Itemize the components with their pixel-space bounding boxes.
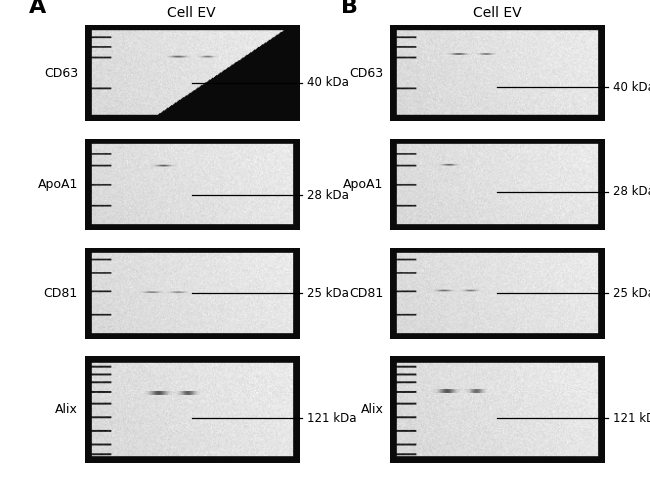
- Text: 28 kDa: 28 kDa: [307, 189, 349, 202]
- Text: Cell EV: Cell EV: [473, 6, 521, 20]
- Text: B: B: [341, 0, 358, 17]
- Text: Cell EV: Cell EV: [168, 6, 216, 20]
- Text: 40 kDa: 40 kDa: [613, 81, 650, 94]
- Text: CD81: CD81: [44, 287, 78, 300]
- Text: ApoA1: ApoA1: [38, 178, 78, 191]
- Text: A: A: [29, 0, 47, 17]
- Text: Alix: Alix: [361, 403, 384, 416]
- Text: 40 kDa: 40 kDa: [307, 76, 349, 89]
- Text: ApoA1: ApoA1: [343, 178, 383, 191]
- Text: 25 kDa: 25 kDa: [307, 287, 349, 300]
- Text: 121 kDa: 121 kDa: [613, 412, 650, 425]
- Text: CD81: CD81: [349, 287, 384, 300]
- Text: 25 kDa: 25 kDa: [613, 287, 650, 300]
- Text: Alix: Alix: [55, 403, 78, 416]
- Text: 121 kDa: 121 kDa: [307, 412, 357, 425]
- Text: CD63: CD63: [350, 66, 384, 80]
- Text: 28 kDa: 28 kDa: [613, 185, 650, 198]
- Text: CD63: CD63: [44, 66, 78, 80]
